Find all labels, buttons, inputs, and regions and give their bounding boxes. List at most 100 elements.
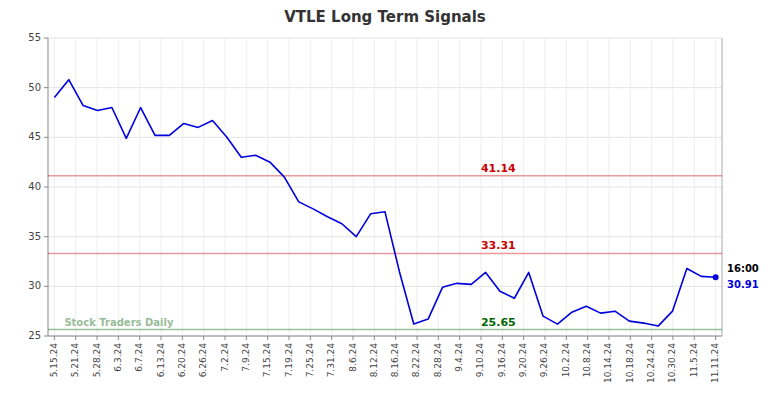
x-axis: 5.15.245.21.245.28.246.3.246.7.246.13.24…: [49, 336, 720, 383]
reference-label: 41.14: [481, 162, 516, 175]
tick-label: 8.6.24: [348, 343, 358, 372]
grid-line: [544, 38, 545, 336]
tick-label: 7.19.24: [284, 343, 294, 378]
tick: [566, 336, 567, 340]
grid-line: [203, 38, 204, 336]
tick-label: 8.28.24: [433, 343, 443, 378]
tick-label: 8.16.24: [390, 343, 400, 378]
tick-label: 9.16.24: [497, 343, 507, 378]
tick: [310, 336, 311, 340]
tick-label: 11.5.24: [689, 343, 699, 378]
grid-line: [566, 38, 567, 336]
tick-label: 10.2.24: [561, 343, 571, 378]
grid-line: [75, 38, 76, 336]
tick-label: 45: [28, 131, 41, 142]
plot-area: [48, 80, 722, 330]
grid-line: [630, 38, 631, 336]
tick: [608, 336, 609, 340]
tick: [182, 336, 183, 340]
reference-line: [48, 329, 722, 331]
tick-label: 50: [28, 82, 41, 93]
tick-label: 6.26.24: [198, 343, 208, 378]
watermark: Stock Traders Daily: [64, 317, 174, 328]
tick-label: 10.8.24: [582, 343, 592, 378]
tick: [44, 38, 48, 39]
reference-line: [48, 175, 722, 177]
grid-line: [48, 87, 722, 88]
grid-line: [48, 137, 722, 138]
grid-line: [267, 38, 268, 336]
tick: [139, 336, 140, 340]
title: VTLE Long Term Signals: [284, 8, 486, 26]
grid-line: [310, 38, 311, 336]
reference-label: 25.65: [481, 316, 516, 329]
tick: [587, 336, 588, 340]
grid-line: [374, 38, 375, 336]
tick-label: 10.24.24: [646, 343, 656, 383]
tick-label: 7.25.24: [305, 343, 315, 378]
grid-line: [651, 38, 652, 336]
tick-label: 9.4.24: [454, 343, 464, 372]
grid-line: [608, 38, 609, 336]
tick-label: 55: [28, 32, 41, 43]
tick: [459, 336, 460, 340]
grid-line: [48, 187, 722, 188]
tick: [395, 336, 396, 340]
grid-line: [48, 236, 722, 237]
tick: [416, 336, 417, 340]
tick-label: 9.20.24: [518, 343, 528, 378]
tick-label: 7.15.24: [262, 343, 272, 378]
tick-label: 5.15.24: [49, 343, 59, 378]
reference-label: 33.31: [481, 239, 516, 252]
tick-label: 35: [28, 231, 41, 242]
tick-label: 11.11.24: [710, 343, 720, 383]
tick-label: 10.18.24: [625, 343, 635, 383]
grid-line: [246, 38, 247, 336]
tick: [44, 137, 48, 138]
chart: VTLE Long Term Signals253035404550555.15…: [0, 0, 784, 398]
grid-line: [48, 286, 722, 287]
tick: [480, 336, 481, 340]
labels: 41.1433.3125.65Stock Traders Daily16:003…: [64, 162, 758, 329]
tick-label: 6.13.24: [156, 343, 166, 378]
tick-label: 40: [28, 181, 41, 192]
tick: [651, 336, 652, 340]
reference-line: [48, 253, 722, 255]
grid-line: [353, 38, 354, 336]
grid-line: [523, 38, 524, 336]
x-axis-line: [48, 336, 722, 337]
tick-label: 9.26.24: [539, 343, 549, 378]
end-point: [713, 274, 719, 280]
tick: [44, 286, 48, 287]
tick-label: 5.21.24: [70, 343, 80, 378]
tick: [353, 336, 354, 340]
tick-label: 7.31.24: [326, 343, 336, 378]
grid-line: [502, 38, 503, 336]
tick-label: 8.22.24: [411, 343, 421, 378]
tick: [225, 336, 226, 340]
tick-label: 7.9.24: [241, 343, 251, 372]
tick-label: 10.14.24: [603, 343, 613, 383]
tick-label: 8.12.24: [369, 343, 379, 378]
tick: [75, 336, 76, 340]
tick: [438, 336, 439, 340]
grid-line: [48, 336, 722, 337]
tick: [523, 336, 524, 340]
tick: [44, 187, 48, 188]
grid-line: [182, 38, 183, 336]
grid-line: [331, 38, 332, 336]
tick: [44, 236, 48, 237]
grid-line: [118, 38, 119, 336]
grid-line: [225, 38, 226, 336]
right-border: [722, 38, 723, 336]
grid: [48, 38, 722, 336]
tick: [630, 336, 631, 340]
tick: [118, 336, 119, 340]
tick: [331, 336, 332, 340]
grid-line: [161, 38, 162, 336]
tick: [161, 336, 162, 340]
tick-label: 10.30.24: [667, 343, 677, 383]
grid-line: [480, 38, 481, 336]
tick-label: 9.10.24: [475, 343, 485, 378]
grid-line: [694, 38, 695, 336]
